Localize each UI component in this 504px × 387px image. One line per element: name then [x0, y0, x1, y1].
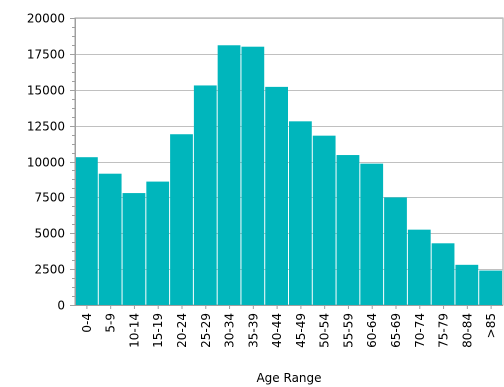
bar-5054	[312, 135, 336, 305]
y-tick-labels: 0 2500 5000 7500 10000 12500 15000 17500 20000	[27, 12, 65, 313]
bar-59	[98, 173, 122, 305]
y-tick-label: 10000	[27, 156, 65, 170]
x-tick-label: 0-4	[80, 313, 94, 333]
bar-6569	[384, 197, 407, 305]
bar-85	[479, 270, 502, 305]
x-tick-label: 5-9	[104, 313, 118, 333]
x-tick-label: 75-79	[437, 313, 451, 348]
y-tick-label: 17500	[27, 48, 65, 62]
y-tick-label: 7500	[34, 191, 65, 205]
x-tick-label: 40-44	[270, 313, 284, 348]
y-tick-label: 5000	[34, 227, 65, 241]
bar-2024	[170, 134, 193, 305]
x-tick-label: 30-34	[223, 313, 237, 348]
x-tick-label: 15-19	[151, 313, 165, 348]
bar-6064	[360, 163, 384, 305]
bar-3539	[241, 46, 265, 305]
y-tick-label: 20000	[27, 12, 65, 26]
bar-2529	[193, 85, 217, 305]
bars	[75, 45, 502, 305]
bar-7579	[431, 243, 455, 305]
y-tick-label: 15000	[27, 84, 65, 98]
x-tick-label: 10-14	[127, 313, 141, 348]
x-tick-label: 80-84	[460, 313, 474, 348]
bar-3034	[217, 45, 241, 305]
x-tick-label: 55-59	[341, 313, 355, 348]
x-tick-label: 20-24	[175, 313, 189, 348]
x-tick-label: 25-29	[199, 313, 213, 348]
y-tick-label: 0	[57, 299, 65, 313]
bar-04	[75, 157, 98, 305]
x-tick-label: >85	[484, 313, 498, 338]
x-tick-label: 50-54	[318, 313, 332, 348]
x-tick-label: 70-74	[413, 313, 427, 348]
y-tick-label: 12500	[27, 120, 65, 134]
bar-1014	[122, 193, 146, 305]
y-tick-label: 2500	[34, 263, 65, 277]
x-tick-label: 65-69	[389, 313, 403, 348]
bar-4044	[265, 86, 288, 305]
bar-1519	[146, 181, 170, 305]
bar-8084	[455, 264, 479, 305]
x-tick-label: 35-39	[246, 313, 260, 348]
x-tick-label: 60-64	[365, 313, 379, 348]
axes	[70, 18, 503, 309]
x-tick-labels: 0-4 5-9 10-14 15-19 20-24 25-29 30-34 35-39 40-4…	[80, 313, 498, 348]
bar-4549	[289, 121, 312, 305]
x-tick-label: 45-49	[294, 313, 308, 348]
bar-7074	[407, 229, 431, 305]
x-axis-title: Age Range	[256, 371, 321, 385]
bar-5559	[336, 155, 360, 305]
